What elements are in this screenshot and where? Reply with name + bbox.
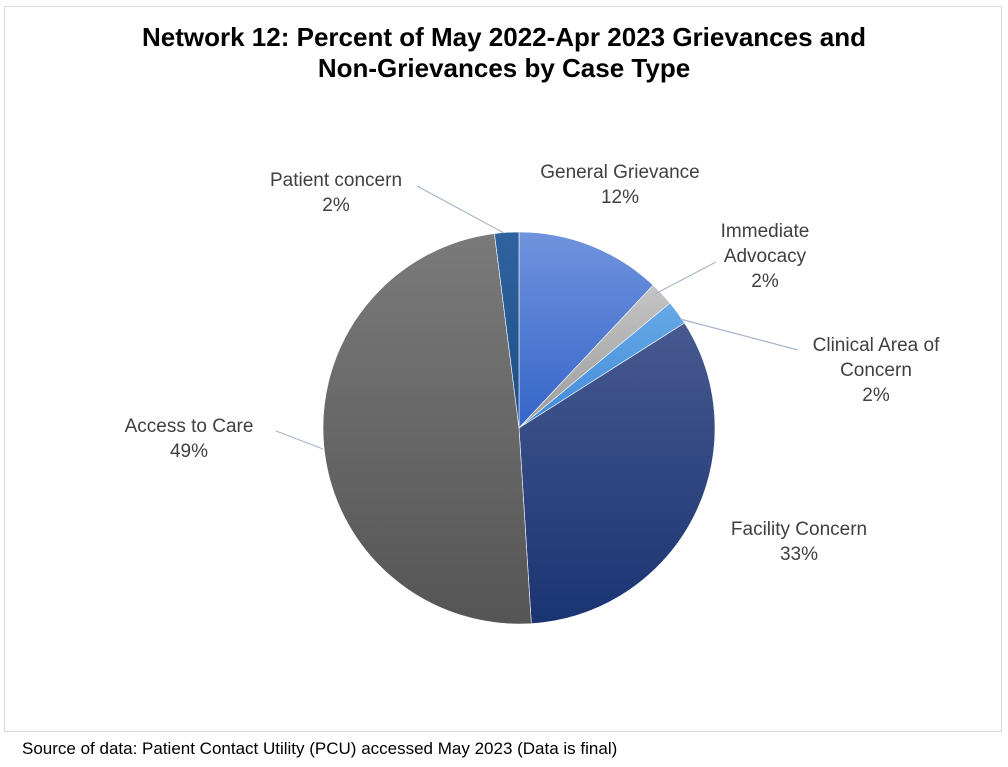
- source-note: Source of data: Patient Contact Utility …: [22, 739, 618, 758]
- chart-title-line-2: Non-Grievances by Case Type: [317, 53, 691, 83]
- leader-line-4: [275, 430, 324, 450]
- slice-label-3: Facility Concern 33%: [731, 519, 867, 565]
- leader-line-5: [416, 185, 505, 234]
- leader-line-1: [654, 261, 717, 295]
- slice-name-line: Advocacy: [724, 246, 807, 267]
- slice-percent: 2%: [751, 271, 779, 292]
- slice-label-1: Immediate Advocacy 2%: [721, 221, 810, 292]
- pie-slice-4: [322, 233, 532, 625]
- slice-percent: 49%: [170, 441, 208, 462]
- chart-title: Network 12: Percent of May 2022-Apr 2023…: [0, 22, 1008, 84]
- chart-title-line-1: Network 12: Percent of May 2022-Apr 2023…: [142, 22, 866, 52]
- slice-labels: General Grievance 12%Immediate Advocacy 2%C…: [125, 162, 940, 565]
- pie-slice-5: [494, 231, 520, 429]
- slice-name-line: Facility Concern: [731, 519, 867, 540]
- slice-name-line: Clinical Area of: [813, 335, 940, 356]
- slice-name-line: Access to Care: [125, 416, 254, 437]
- slice-name-line: Immediate: [721, 221, 810, 242]
- slice-label-5: Patient concern 2%: [270, 170, 402, 216]
- leader-line-2: [679, 318, 799, 351]
- pie-slice-0: [518, 231, 654, 429]
- slice-name-line: Patient concern: [270, 170, 402, 191]
- pie-slices: [322, 231, 716, 625]
- leader-lines: [275, 185, 799, 450]
- pie-slice-3: [518, 322, 716, 624]
- slice-name-line: General Grievance: [540, 162, 699, 183]
- slice-percent: 2%: [322, 195, 350, 216]
- slice-percent: 2%: [862, 385, 890, 406]
- slice-label-4: Access to Care 49%: [125, 416, 254, 462]
- slice-percent: 33%: [780, 544, 818, 565]
- slice-label-0: General Grievance 12%: [540, 162, 699, 208]
- slice-label-2: Clinical Area of Concern 2%: [813, 335, 940, 406]
- slice-percent: 12%: [601, 187, 639, 208]
- slice-name-line: Concern: [840, 360, 912, 381]
